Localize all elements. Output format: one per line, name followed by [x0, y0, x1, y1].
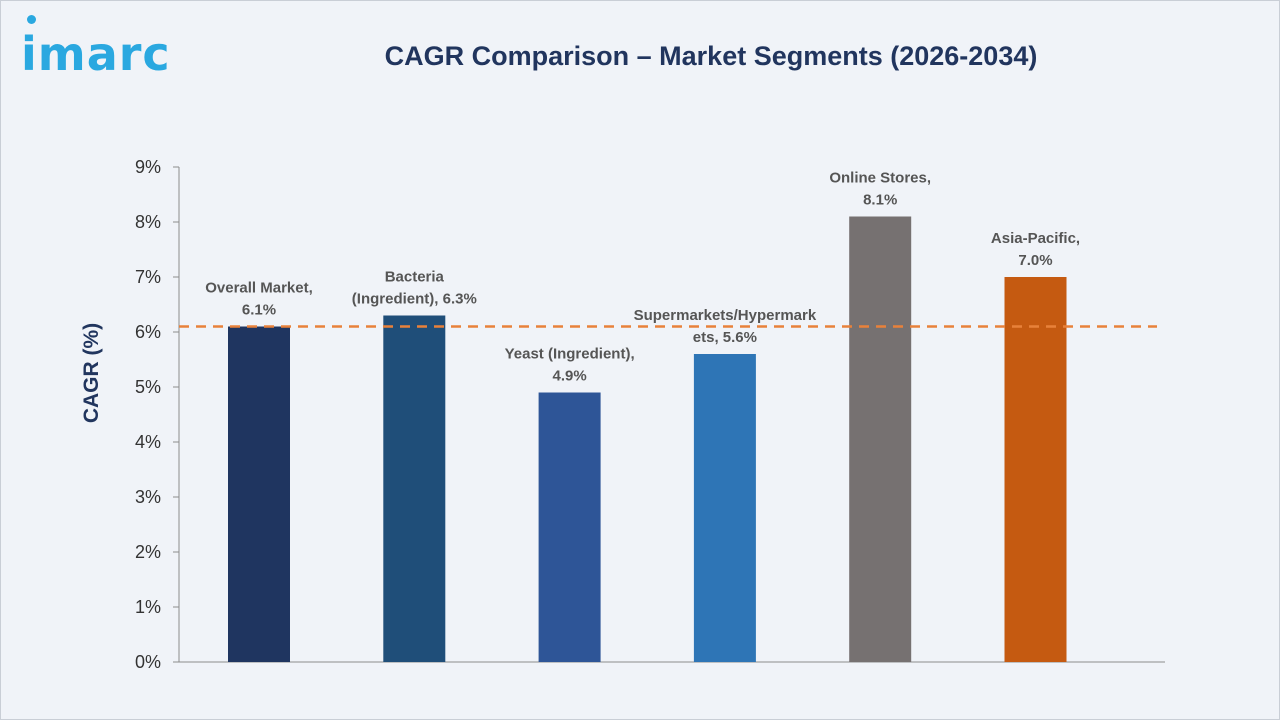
bar: [693, 354, 756, 662]
y-tick-label: 1%: [135, 597, 161, 617]
bar: [1004, 277, 1067, 662]
bar-data-label: ets, 5.6%: [693, 329, 757, 346]
bar-data-label: 8.1%: [863, 192, 897, 209]
bar: [538, 392, 601, 662]
bar-data-label: (Ingredient), 6.3%: [352, 291, 477, 308]
axes-group: 0% 1% 2% 3% 4% 5% 6% 7% 8% 9%: [135, 157, 1165, 672]
bar: [383, 315, 446, 662]
y-tick-label: 4%: [135, 432, 161, 452]
y-tick-label: 2%: [135, 542, 161, 562]
y-tick-label: 5%: [135, 377, 161, 397]
data-labels-group: Overall Market, 6.1% Bacteria (Ingredient),…: [205, 170, 1080, 385]
bar-data-label: Asia-Pacific,: [991, 230, 1080, 247]
bar-data-label: 6.1%: [242, 302, 276, 319]
y-tick-label: 3%: [135, 487, 161, 507]
y-tick-label: 0%: [135, 652, 161, 672]
bar-data-label: 7.0%: [1018, 252, 1052, 269]
y-tick-label: 8%: [135, 212, 161, 232]
imarc-logo: imarc: [21, 27, 171, 81]
y-axis-label: CAGR (%): [80, 323, 103, 423]
bar-data-label: Yeast (Ingredient),: [505, 346, 635, 363]
logo-dot: [27, 15, 36, 24]
bar: [228, 326, 290, 662]
y-tick-label: 9%: [135, 157, 161, 177]
bar-data-label: Bacteria: [385, 269, 445, 286]
y-tick-label: 7%: [135, 267, 161, 287]
bar-data-label: Online Stores,: [829, 170, 931, 187]
bar-data-label: Overall Market,: [205, 280, 313, 297]
bar: [849, 216, 912, 662]
chart-title: CAGR Comparison – Market Segments (2026-…: [384, 41, 1038, 71]
y-tick-label: 6%: [135, 322, 161, 342]
bar-data-label: Supermarkets/Hypermark: [634, 307, 817, 324]
bar-data-label: 4.9%: [552, 368, 586, 385]
bars-group: [228, 216, 1067, 662]
